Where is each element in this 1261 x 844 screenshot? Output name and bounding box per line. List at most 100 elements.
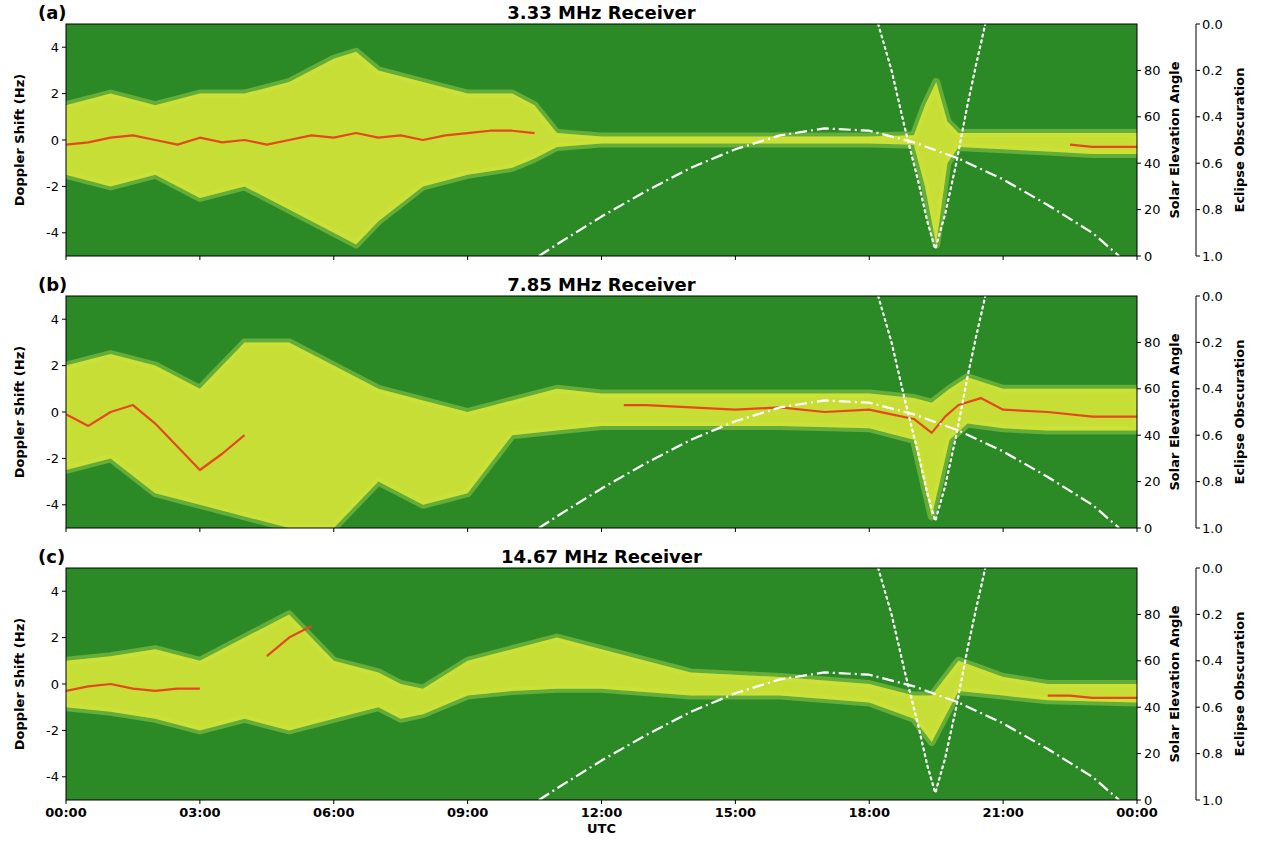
x-tick-label: 18:00: [849, 805, 890, 820]
y2-tick-label: 80: [1144, 607, 1161, 622]
x-tick: [467, 800, 468, 804]
solar-elevation-line: [539, 672, 1119, 800]
x-tick: [66, 528, 67, 532]
y-axis-title: Doppler Shift (Hz): [12, 618, 27, 750]
y-tick: [62, 232, 66, 233]
y3-tick-label: 0.8: [1202, 202, 1223, 217]
y2-axis-title: Solar Elevation Angle: [1167, 605, 1182, 762]
x-tick: [1003, 256, 1004, 260]
x-tick: [869, 800, 870, 804]
x-tick: [869, 256, 870, 260]
y-tick: [62, 591, 66, 592]
y3-tick: [1196, 481, 1200, 482]
y2-tick: [1137, 342, 1141, 343]
plot-frame: [66, 24, 1137, 256]
x-tick: [333, 528, 334, 532]
y2-tick-label: 20: [1144, 474, 1161, 489]
plot-background: [66, 296, 1137, 528]
y2-tick: [1137, 528, 1141, 529]
y3-tick: [1196, 163, 1200, 164]
y2-axis-title: Solar Elevation Angle: [1167, 61, 1182, 218]
y3-tick-label: 0.8: [1202, 746, 1223, 761]
y-tick-label: 0: [51, 133, 59, 148]
x-tick: [66, 800, 67, 804]
panel-title: 3.33 MHz Receiver: [507, 2, 695, 23]
y2-tick: [1137, 660, 1141, 661]
y3-tick-label: 0.8: [1202, 474, 1223, 489]
x-tick-label: 00:00: [1116, 805, 1157, 820]
y3-tick: [1196, 528, 1200, 529]
doppler-trace: [66, 398, 1137, 470]
y2-tick: [1137, 70, 1141, 71]
plot-frame: [66, 296, 1137, 528]
panel: -4-2024Doppler Shift (Hz)020406080Solar …: [12, 2, 1247, 264]
y2-tick-label: 40: [1144, 428, 1161, 443]
y3-tick: [1196, 24, 1200, 25]
y2-tick-label: 0: [1144, 521, 1152, 536]
y2-tick: [1137, 256, 1141, 257]
y-tick-label: 4: [51, 312, 59, 327]
y3-tick-label: 0.0: [1202, 289, 1223, 304]
x-tick: [1137, 528, 1138, 532]
y2-tick-label: 80: [1144, 335, 1161, 350]
y-tick-label: 2: [51, 86, 59, 101]
y3-tick: [1196, 753, 1200, 754]
panel-letter: (a): [38, 2, 67, 23]
y2-tick-label: 20: [1144, 746, 1161, 761]
y-tick-label: 4: [51, 40, 59, 55]
y3-tick-label: 0.0: [1202, 561, 1223, 576]
doppler-spread: [66, 342, 1137, 528]
y2-tick: [1137, 481, 1141, 482]
y-tick-label: -2: [46, 451, 59, 466]
x-tick-label: 00:00: [45, 805, 86, 820]
x-tick: [199, 256, 200, 260]
y3-tick-label: 0.6: [1202, 428, 1223, 443]
y3-axis-line: [1196, 296, 1197, 528]
plot-background: [66, 24, 1137, 256]
y3-axis-title: Eclipse Obscuration: [1232, 612, 1247, 757]
solar-elevation-line: [539, 400, 1119, 528]
x-tick-label: 03:00: [179, 805, 220, 820]
y3-tick-label: 1.0: [1202, 249, 1223, 264]
y3-axis-title: Eclipse Obscuration: [1232, 68, 1247, 213]
y-tick-label: 2: [51, 630, 59, 645]
y3-axis-line: [1196, 24, 1197, 256]
y3-tick: [1196, 800, 1200, 801]
x-tick-label: 09:00: [447, 805, 488, 820]
plot-marks: [66, 24, 1137, 256]
y2-tick-label: 60: [1144, 653, 1161, 668]
y3-tick: [1196, 707, 1200, 708]
y-tick: [62, 504, 66, 505]
y3-tick: [1196, 296, 1200, 297]
y3-tick-label: 0.6: [1202, 700, 1223, 715]
x-tick: [601, 528, 602, 532]
plot-marks: [66, 296, 1137, 528]
spread-halo: [66, 342, 1137, 528]
x-tick: [199, 528, 200, 532]
solar-elevation-line: [539, 128, 1119, 256]
plot-marks: [66, 568, 1137, 800]
y2-tick: [1137, 800, 1141, 801]
y3-tick: [1196, 568, 1200, 569]
x-tick: [601, 800, 602, 804]
y-tick: [62, 365, 66, 366]
y3-tick: [1196, 614, 1200, 615]
x-tick: [199, 800, 200, 804]
y3-tick-label: 0.4: [1202, 653, 1223, 668]
obscuration-line: [878, 568, 985, 793]
doppler-trace: [66, 131, 1137, 147]
y2-tick: [1137, 707, 1141, 708]
y3-tick-label: 1.0: [1202, 793, 1223, 808]
y2-tick: [1137, 116, 1141, 117]
y3-tick-label: 0.6: [1202, 156, 1223, 171]
y3-tick: [1196, 342, 1200, 343]
y2-tick-label: 80: [1144, 63, 1161, 78]
y-tick: [62, 47, 66, 48]
x-tick-label: 21:00: [982, 805, 1023, 820]
panel-title: 7.85 MHz Receiver: [507, 274, 695, 295]
y3-tick: [1196, 435, 1200, 436]
y-tick-label: 0: [51, 405, 59, 420]
x-tick: [735, 256, 736, 260]
x-tick: [735, 800, 736, 804]
y-tick-label: -2: [46, 179, 59, 194]
